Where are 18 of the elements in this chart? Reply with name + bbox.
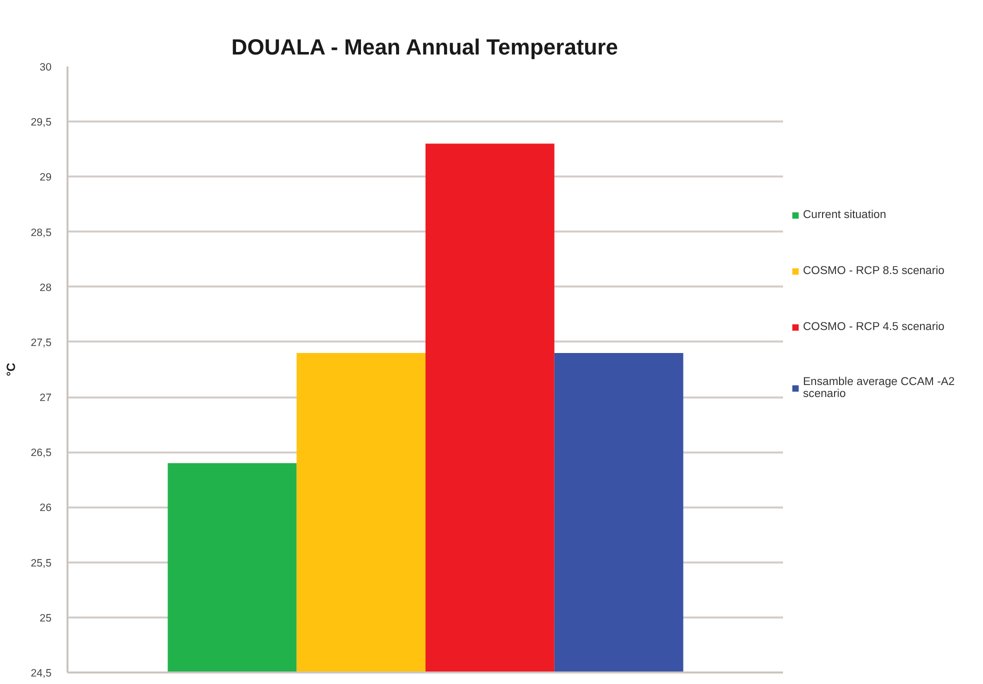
- y-tick-label: 29,5: [30, 116, 52, 129]
- y-tick-label: 28,5: [30, 226, 52, 239]
- y-tick-label: 27,5: [30, 336, 52, 349]
- y-tick-label: 24,5: [30, 668, 52, 680]
- chart-title: DOUALA - Mean Annual Temperature: [231, 34, 618, 60]
- legend-label: Current situation: [803, 208, 886, 222]
- y-tick-label: 25,5: [30, 557, 52, 570]
- legend-label: Ensamble average CCAM -A2 scenario: [803, 376, 955, 400]
- y-tick-label: 29: [40, 172, 52, 184]
- y-axis-title: °C: [4, 362, 18, 376]
- y-tick-label: 30: [40, 62, 52, 74]
- legend-label: COSMO - RCP 8.5 scenario: [803, 264, 944, 278]
- y-tick-label: 26,5: [30, 447, 52, 460]
- y-tick-label: 25: [40, 612, 52, 624]
- y-tick-label: 27: [40, 392, 52, 404]
- legend-label: COSMO - RCP 4.5 scenario: [803, 320, 944, 334]
- y-tick-label: 26: [40, 502, 52, 514]
- y-tick-label: 28: [40, 282, 52, 294]
